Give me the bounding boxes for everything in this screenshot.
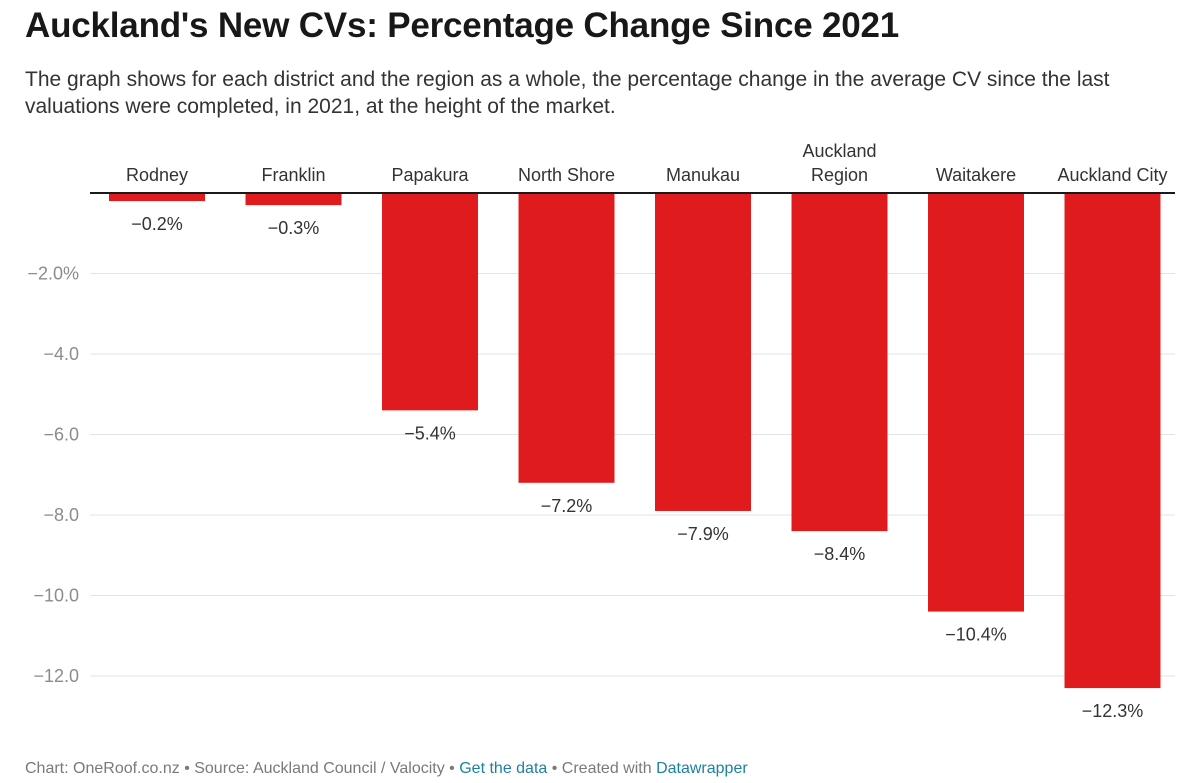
category-label: Region xyxy=(811,165,868,185)
category-label: Waitakere xyxy=(936,165,1016,185)
data-label: −7.9% xyxy=(677,524,729,544)
bar xyxy=(1064,193,1161,689)
datawrapper-link[interactable]: Datawrapper xyxy=(656,760,748,777)
bar xyxy=(518,193,615,483)
bar xyxy=(109,193,205,202)
get-data-link[interactable]: Get the data xyxy=(459,760,548,777)
y-tick-label: −8.0 xyxy=(43,505,79,525)
data-label: −7.2% xyxy=(541,496,593,516)
y-tick-label: −12.0 xyxy=(33,666,79,686)
data-label: −10.4% xyxy=(945,625,1007,645)
category-label: North Shore xyxy=(518,165,615,185)
category-label: Manukau xyxy=(666,165,740,185)
chart-subtitle: The graph shows for each district and th… xyxy=(25,68,1110,118)
category-label: Rodney xyxy=(126,165,188,185)
data-label: −0.2% xyxy=(131,214,183,234)
footer-created-with: • Created with xyxy=(547,760,657,777)
chart-footer: Chart: OneRoof.co.nz • Source: Auckland … xyxy=(25,760,748,778)
data-label: −8.4% xyxy=(814,544,866,564)
category-label: Auckland City xyxy=(1057,165,1167,185)
data-label: −5.4% xyxy=(404,423,456,443)
category-label: Franklin xyxy=(261,165,325,185)
bar xyxy=(791,193,888,532)
y-tick-label: −4.0 xyxy=(43,344,79,364)
bar-chart: −2.0% −4.0 −6.0 −8.0 −10.0 −12.0 Rodney Frankli… xyxy=(27,141,1175,721)
bar xyxy=(655,193,751,511)
chart-title: Auckland's New CVs: Percentage Change Si… xyxy=(25,6,900,45)
category-label: Papakura xyxy=(391,165,469,185)
category-label: Auckland xyxy=(802,141,876,161)
bar xyxy=(928,193,1024,612)
data-label: −12.3% xyxy=(1082,701,1144,721)
y-tick-label: −2.0% xyxy=(27,264,79,284)
bar xyxy=(382,193,478,411)
footer-credits: Chart: OneRoof.co.nz • Source: Auckland … xyxy=(25,760,460,777)
data-label: −0.3% xyxy=(268,218,320,238)
y-tick-label: −6.0 xyxy=(43,425,79,445)
y-tick-label: −10.0 xyxy=(33,586,79,606)
bar xyxy=(245,193,342,206)
